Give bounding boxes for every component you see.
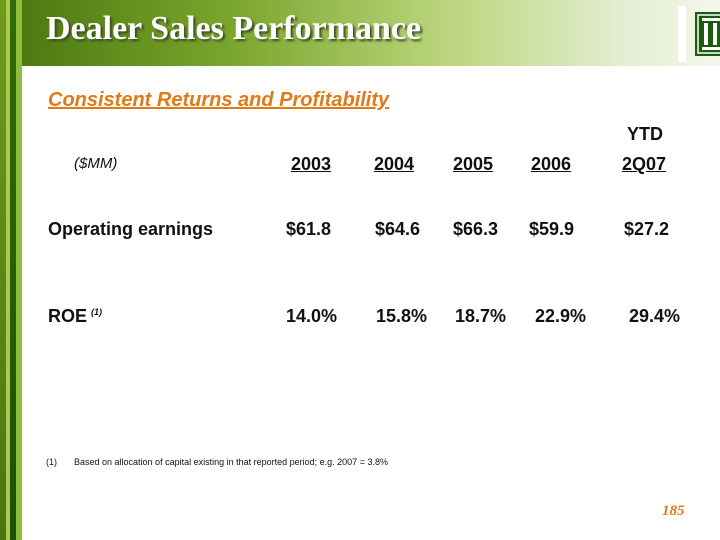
bank-logo-icon xyxy=(695,12,720,56)
column-header-2q07: 2Q07 xyxy=(622,154,667,174)
units-label: ($MM) xyxy=(74,155,118,172)
table-cell: 15.8% xyxy=(376,306,428,326)
table-cell: $27.2 xyxy=(624,219,670,239)
row-label-operating-earnings: Operating earnings xyxy=(48,219,214,239)
table-cell: 22.9% xyxy=(535,306,587,326)
footnote: (1) Based on allocation of capital existi… xyxy=(46,457,388,467)
column-header-2003: 2003 xyxy=(291,154,332,174)
table-cell: $66.3 xyxy=(453,219,499,239)
footnote-number: (1) xyxy=(46,457,57,467)
footnote-text: Based on allocation of capital existing … xyxy=(74,457,388,467)
header-band: Dealer Sales Performance xyxy=(22,0,720,66)
column-header-2005: 2005 xyxy=(453,154,494,174)
table-cell: 29.4% xyxy=(629,306,681,326)
table-cell: $59.9 xyxy=(529,219,575,239)
column-header-2006: 2006 xyxy=(531,154,572,174)
section-subtitle: Consistent Returns and Profitability xyxy=(48,89,390,111)
page-number: 185 xyxy=(662,503,685,519)
table-cell: $64.6 xyxy=(375,219,421,239)
roe-label-text: ROE xyxy=(48,306,88,326)
row-label-roe: ROE (1) xyxy=(48,306,102,327)
table-cell: 18.7% xyxy=(455,306,507,326)
left-decorative-stripes xyxy=(0,0,22,540)
table-cell: $61.8 xyxy=(286,219,332,239)
header-divider-bar xyxy=(678,6,686,62)
footnote-reference: (1) xyxy=(91,307,103,317)
column-header-2004: 2004 xyxy=(374,154,415,174)
page-title: Dealer Sales Performance xyxy=(46,10,422,47)
table-cell: 14.0% xyxy=(286,306,338,326)
ytd-label: YTD xyxy=(627,124,663,144)
